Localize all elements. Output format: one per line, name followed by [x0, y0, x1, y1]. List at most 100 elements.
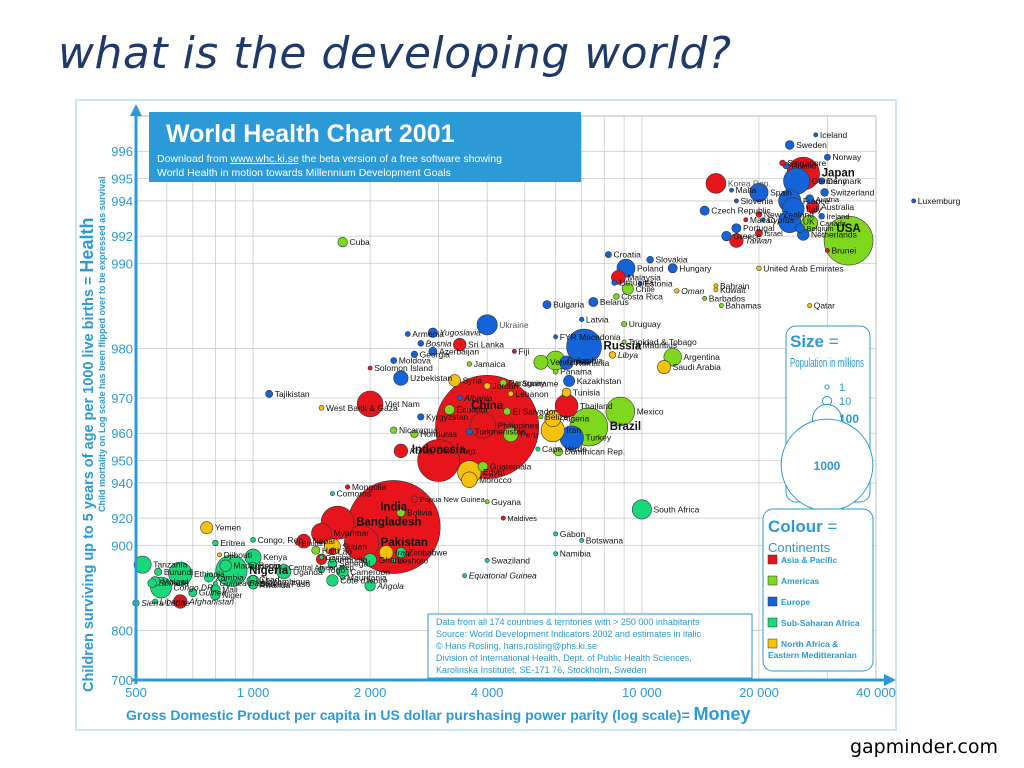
label-guinea-bissau: Guinea Bissau [219, 578, 275, 588]
label-algeria: Algeria [563, 414, 590, 424]
label-poland: Poland [637, 263, 664, 273]
bubble-mongolia [344, 484, 351, 490]
bubble-taiwan [729, 233, 744, 248]
x-tick-label: 40 000 [856, 685, 896, 700]
label-madagascar: Madagascar [233, 561, 280, 571]
bubble-congo-rep [250, 537, 256, 543]
bubble-el-salvador [503, 407, 511, 416]
label-brazil: Brazil [610, 421, 641, 433]
label-latvia: Latvia [586, 314, 609, 324]
label-chad: Chad [259, 574, 280, 584]
bubble-kyrgyzstan [417, 413, 425, 421]
bubble-macao [743, 217, 749, 223]
x-tick-label: 4 000 [471, 685, 504, 700]
bubble-lao [328, 547, 337, 556]
bubble-georgia [410, 350, 418, 358]
y-tick-label: 960 [111, 426, 133, 441]
label-oman: Oman [681, 286, 704, 296]
bubble-bosnia [417, 340, 424, 347]
bubble-austria [805, 194, 815, 204]
label-ecuador: Ecuador [457, 405, 489, 415]
label-angola: Angola [376, 581, 404, 591]
x-tick-labels: 500 1 000 2 000 4 000 10 000 20 000 40 000 [125, 685, 896, 700]
bubble-honduras [410, 429, 419, 438]
bubble-central-african-rep [280, 563, 287, 570]
label-korea-dem-rep: Korea, Dem. Rep. [410, 446, 478, 456]
x-axis-label: Gross Domestic Product per capita in US … [126, 707, 694, 723]
label-sweden: Sweden [796, 140, 827, 150]
source-line: Karolinska Institutet, SE-171 76, Stockh… [436, 665, 647, 675]
label-equatorial-guinea: Equatorial Guinea [469, 571, 537, 581]
x-axis-title: Gross Domestic Product per capita in US … [126, 704, 751, 724]
bubble-chile [621, 282, 634, 295]
bubble-myanmar [311, 522, 332, 544]
bubble-yugoslavia [427, 327, 438, 338]
bubble-estonia [637, 281, 643, 287]
label-romania: Romania [575, 358, 609, 368]
bubble-uzbekistan [393, 370, 409, 386]
bubble-togo [318, 566, 325, 574]
label-jordan: Jordan [492, 381, 518, 391]
label-australia: Australia [821, 202, 854, 212]
size-legend-equals: = [824, 332, 839, 351]
bubble-viet-nam [356, 390, 384, 418]
bubble-switzerland [820, 188, 829, 197]
label-botswana: Botswana [586, 535, 624, 545]
label-peru: Peru [520, 429, 538, 439]
label-papua-new-guinea: Papua New Guinea [420, 495, 486, 504]
bubble-tanzania [133, 555, 152, 574]
y-axis-subtitle: Child mortality on Log scale has been fl… [97, 176, 107, 512]
label-italy: Italy [806, 204, 822, 214]
bubble-pakistan [343, 525, 379, 561]
bubble-sri-lanka [453, 337, 467, 352]
bubble-uruguay [621, 321, 628, 328]
x-tick-label: 20 000 [739, 685, 779, 700]
y-tick-label: 700 [111, 673, 133, 688]
bubble-zambia [204, 572, 214, 583]
label-bahrain: Bahrain [720, 281, 750, 291]
bubble-afghanistan [173, 594, 188, 609]
source-line: Source: World Development Indicators 200… [436, 629, 701, 639]
label-netherlands: Netherlands [811, 230, 857, 240]
bubble-croatia [605, 251, 612, 258]
label-china: China [471, 400, 504, 412]
bubble-dominican-rep [553, 447, 563, 457]
bubble-bulgaria [542, 300, 552, 310]
label-kyrgyzstan: Kyrgyzstan [426, 412, 468, 422]
size-legend-label: 10 [839, 396, 851, 408]
bubble-russia [566, 328, 602, 365]
label-ireland: Ireland [827, 212, 850, 221]
bubble-swaziland [484, 558, 490, 563]
label-korea-rep: Korea Rep. [728, 178, 771, 188]
label-greece: Greece [733, 231, 761, 241]
label-russia: Russia [604, 340, 642, 352]
bubble-moldova [390, 357, 398, 364]
label-sri-lanka: Sri Lanka [468, 340, 504, 350]
bubble-lebanon [507, 390, 514, 397]
bubble-djibouti [217, 552, 222, 558]
bubble-barbados [702, 295, 708, 301]
bubble-zimbabwe [395, 547, 407, 559]
colour-swatch-africa [767, 617, 778, 628]
label-central-african-rep: Central African Rep. [289, 563, 356, 572]
colour-swatch-asia [767, 554, 778, 565]
label-singapore: Singapore [787, 158, 826, 168]
bubble-jamaica [466, 361, 473, 367]
label-benin: Benin [259, 561, 281, 571]
bubble-hungary [667, 263, 678, 274]
label-finland: Finland [791, 162, 816, 171]
bubble-romania [559, 355, 574, 370]
bubble-cyprus [760, 217, 766, 223]
label-guatemala: Guatemala [490, 462, 532, 472]
slide-title: what is the developing world? [58, 28, 732, 79]
y-axis-title: Children surviving up to 5 years of age … [77, 218, 97, 692]
bubble-rwanda [248, 580, 258, 590]
bubble-trinidad-tobago [621, 339, 627, 345]
label-argentina: Argentina [684, 352, 721, 362]
bubble-madagascar [219, 559, 232, 572]
label-uruguay: Uruguay [629, 319, 662, 329]
banner-link[interactable]: www.whc.ki.se [230, 153, 299, 165]
bubble-azerbaijan [428, 346, 438, 356]
label-lithuania: Lithuania [619, 278, 654, 288]
